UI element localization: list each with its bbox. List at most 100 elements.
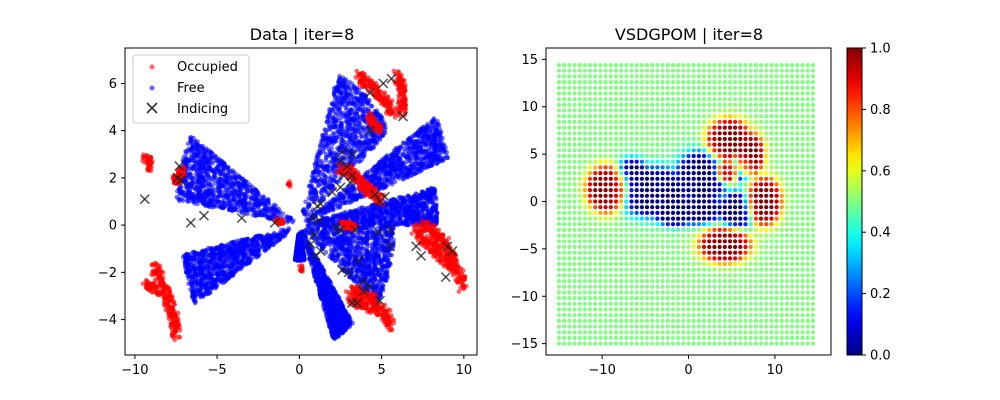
free-point bbox=[215, 166, 221, 172]
free-point bbox=[178, 189, 183, 194]
free-point bbox=[334, 203, 340, 208]
free-point bbox=[278, 227, 284, 233]
free-point bbox=[186, 199, 192, 204]
free-point bbox=[361, 110, 367, 116]
free-point bbox=[433, 149, 438, 155]
free-point bbox=[299, 250, 305, 255]
free-point bbox=[339, 137, 345, 142]
free-point bbox=[423, 138, 428, 143]
free-point bbox=[218, 171, 224, 176]
free-point bbox=[204, 264, 210, 270]
free-point bbox=[402, 149, 408, 155]
free-point bbox=[336, 191, 342, 197]
free-point bbox=[407, 146, 412, 151]
free-point bbox=[296, 255, 301, 261]
free-point bbox=[334, 119, 339, 125]
free-point bbox=[349, 138, 355, 144]
free-point bbox=[330, 165, 336, 171]
free-point bbox=[254, 188, 260, 194]
free-point bbox=[353, 187, 358, 193]
free-point bbox=[398, 144, 404, 149]
free-point bbox=[356, 145, 362, 150]
free-point bbox=[219, 160, 225, 166]
free-point bbox=[198, 184, 203, 189]
free-point bbox=[183, 184, 188, 190]
free-point bbox=[252, 213, 258, 219]
free-point bbox=[445, 155, 450, 161]
free-point bbox=[355, 97, 360, 102]
free-point bbox=[371, 139, 377, 144]
free-point bbox=[387, 166, 392, 171]
free-point bbox=[417, 128, 423, 133]
free-point bbox=[362, 139, 367, 145]
free-point bbox=[333, 197, 339, 202]
free-point bbox=[189, 147, 194, 153]
free-point bbox=[439, 146, 445, 152]
free-point bbox=[248, 257, 254, 262]
free-point bbox=[404, 155, 409, 161]
free-point bbox=[227, 267, 232, 273]
free-point bbox=[211, 278, 216, 283]
free-point bbox=[397, 175, 402, 181]
free-point bbox=[199, 165, 204, 170]
free-point bbox=[209, 196, 214, 202]
free-point bbox=[320, 161, 325, 166]
free-point bbox=[415, 161, 420, 167]
free-point bbox=[429, 143, 434, 148]
free-point bbox=[356, 139, 361, 144]
free-point bbox=[200, 248, 205, 254]
free-point bbox=[200, 200, 206, 205]
free-point bbox=[416, 154, 421, 160]
free-point bbox=[308, 197, 314, 202]
free-point bbox=[381, 159, 387, 165]
free-point bbox=[194, 147, 200, 152]
free-point bbox=[396, 172, 401, 177]
free-point bbox=[220, 167, 226, 173]
free-point bbox=[354, 91, 359, 96]
free-point bbox=[389, 158, 394, 163]
free-point bbox=[343, 132, 349, 138]
free-point bbox=[387, 171, 393, 176]
free-point bbox=[197, 260, 202, 266]
free-point bbox=[354, 135, 359, 140]
free-point bbox=[416, 141, 422, 146]
free-point bbox=[210, 151, 216, 157]
free-point bbox=[364, 135, 370, 140]
free-point bbox=[379, 181, 385, 186]
free-point bbox=[205, 181, 211, 187]
free-point bbox=[350, 94, 356, 100]
free-point bbox=[185, 274, 191, 279]
free-point bbox=[269, 240, 275, 245]
free-point bbox=[438, 142, 443, 148]
free-point bbox=[332, 175, 338, 180]
free-point bbox=[220, 250, 225, 256]
free-point bbox=[348, 107, 354, 112]
free-point bbox=[237, 198, 243, 204]
free-point bbox=[219, 177, 224, 182]
free-point bbox=[213, 283, 218, 289]
free-point bbox=[422, 155, 427, 161]
free-point bbox=[260, 212, 265, 218]
free-point bbox=[434, 156, 440, 161]
free-point bbox=[242, 245, 247, 250]
free-point bbox=[414, 148, 420, 154]
free-point bbox=[190, 175, 195, 181]
free-point bbox=[267, 206, 272, 212]
free-point bbox=[360, 116, 366, 122]
free-point bbox=[419, 148, 425, 154]
free-point bbox=[373, 170, 378, 176]
free-point bbox=[232, 169, 237, 175]
free-point bbox=[375, 136, 380, 141]
free-point bbox=[217, 256, 222, 262]
free-point bbox=[424, 149, 429, 154]
free-point bbox=[277, 209, 283, 214]
free-point bbox=[250, 192, 255, 197]
free-point bbox=[323, 139, 329, 145]
free-point bbox=[245, 208, 250, 213]
free-point bbox=[418, 144, 424, 150]
free-point bbox=[335, 129, 340, 135]
free-point bbox=[183, 255, 189, 261]
free-point bbox=[303, 199, 308, 205]
free-point bbox=[422, 124, 427, 130]
free-point bbox=[415, 131, 420, 137]
